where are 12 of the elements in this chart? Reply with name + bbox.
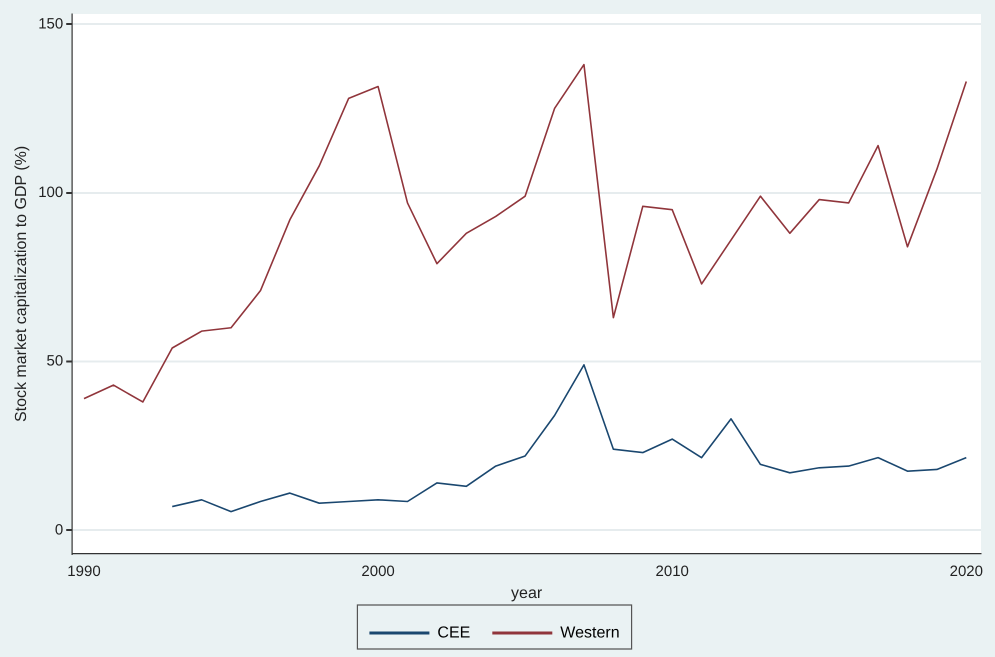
legend-label: Western <box>560 624 620 642</box>
y-axis-title: Stock market capitalization to GDP (%) <box>13 146 30 422</box>
y-tick-label: 150 <box>38 15 64 32</box>
y-tick-label: 0 <box>54 521 64 538</box>
x-tick-label: 2020 <box>950 562 983 580</box>
x-tick-label: 2000 <box>361 562 395 580</box>
y-tick-label: 50 <box>46 352 64 370</box>
legend-label: CEE <box>437 624 470 642</box>
y-tick-label: 100 <box>38 184 64 201</box>
x-axis-title: year <box>511 584 543 602</box>
x-tick-label: 1990 <box>67 562 101 580</box>
x-tick-label: 2010 <box>656 562 689 580</box>
